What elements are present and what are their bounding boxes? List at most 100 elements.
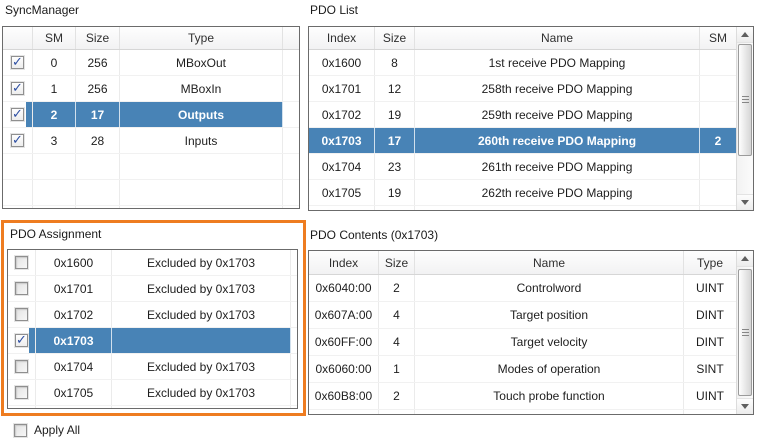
index-cell: 0x60FF:00	[309, 329, 379, 355]
pdo-list-row[interactable]: 0x1702 19 259th receive PDO Mapping	[309, 102, 736, 128]
index-cell: 0x1705	[36, 380, 112, 405]
pdo-list-row[interactable]: 0x1701 12 258th receive PDO Mapping	[309, 76, 736, 102]
pdo-list-row[interactable]: 0x1705 19 262th receive PDO Mapping	[309, 180, 736, 206]
pdo-assignment-row[interactable]: 0x1702 Excluded by 0x1703	[8, 302, 297, 328]
grip-icon	[741, 96, 749, 104]
apply-all-checkbox[interactable]	[14, 423, 27, 437]
type-cell: UINT	[696, 389, 724, 403]
pdo-0x1705-checkbox[interactable]	[15, 386, 28, 399]
size-cell: 23	[375, 154, 415, 179]
pdo-list-row-selected[interactable]: 0x1703 17 260th receive PDO Mapping 2	[309, 128, 736, 154]
sm-cell: 2	[33, 102, 76, 127]
index-cell: 0x1704	[309, 154, 375, 179]
syncmanager-row[interactable]: 0 256 MBoxOut	[3, 50, 299, 76]
sm-cell: 2	[700, 128, 736, 153]
pdo-0x1704-checkbox[interactable]	[15, 360, 28, 373]
index-column-header: Index	[309, 251, 379, 274]
filler-cell	[283, 102, 299, 127]
pdo-assignment-row[interactable]: 0x1705 Excluded by 0x1703	[8, 380, 297, 406]
index-cell: 0x1703	[309, 128, 375, 153]
index-cell: 0x1600	[36, 250, 112, 275]
pdo-assignment-row-selected[interactable]: 0x1703	[8, 328, 297, 354]
pdo-list-row[interactable]: 0x1600 8 1st receive PDO Mapping	[309, 50, 736, 76]
sm2-checkbox[interactable]	[11, 106, 24, 122]
size-cell: 17	[375, 128, 415, 153]
pdo-contents-row[interactable]: 0x60FF:00 4 Target velocity DINT	[309, 329, 736, 356]
syncmanager-row-selected[interactable]: 2 17 Outputs	[3, 102, 299, 128]
empty-row	[3, 180, 299, 206]
checkbox-cell	[3, 50, 33, 75]
size-cell: 28	[76, 128, 120, 153]
syncmanager-row[interactable]: 1 256 MBoxIn	[3, 76, 299, 102]
scroll-down-button[interactable]	[737, 398, 753, 414]
sm-cell	[700, 50, 736, 75]
pdo-contents-scrollbar[interactable]	[736, 251, 753, 414]
pdo-contents-table: Index Size Name Type 0x6040:00 2 Control…	[308, 250, 754, 415]
pdo-contents-row[interactable]: 0x6040:00 2 Controlword UINT	[309, 275, 736, 302]
filler-cell	[283, 128, 299, 153]
sm3-checkbox[interactable]	[11, 132, 24, 148]
scrollbar-thumb[interactable]	[738, 269, 752, 396]
pdo-0x1703-checkbox[interactable]	[15, 332, 28, 348]
checkbox-cell	[8, 250, 36, 275]
filler-cell	[283, 76, 299, 101]
pdo-contents-row[interactable]: 0x6060:00 1 Modes of operation SINT	[309, 356, 736, 383]
note-cell: Excluded by 0x1703	[112, 250, 291, 275]
pdo-assignment-row[interactable]: 0x1701 Excluded by 0x1703	[8, 276, 297, 302]
pdo-assignment-row[interactable]: 0x1704 Excluded by 0x1703	[8, 354, 297, 380]
pdo-0x1600-checkbox[interactable]	[15, 256, 28, 269]
pdo-contents-row[interactable]: 0x60B8:00 2 Touch probe function UINT	[309, 383, 736, 410]
type-cell: MBoxOut	[120, 50, 283, 75]
scrollbar-thumb[interactable]	[738, 44, 752, 156]
pdo-list-scrollbar[interactable]	[736, 27, 753, 210]
scroll-up-button[interactable]	[737, 27, 753, 43]
name-cell: Touch probe function	[415, 383, 684, 409]
sm-cell: 0	[33, 50, 76, 75]
scroll-down-button[interactable]	[737, 194, 753, 210]
index-cell: 0x1705	[309, 180, 375, 205]
pdo-contents-header-row: Index Size Name Type	[309, 251, 736, 275]
note-cell	[112, 328, 291, 353]
size-cell: 256	[76, 50, 120, 75]
syncmanager-title: SyncManager	[5, 3, 80, 17]
sm0-checkbox[interactable]	[11, 54, 24, 70]
sm-cell: 1	[33, 76, 76, 101]
size-column-header: Size	[375, 27, 415, 49]
checkbox-cell	[8, 276, 36, 301]
sm1-checkbox[interactable]	[11, 80, 24, 96]
size-cell: 4	[379, 329, 415, 355]
name-cell: 258th receive PDO Mapping	[415, 76, 700, 101]
pdo-assignment-table: 0x1600 Excluded by 0x1703 0x1701 Exclude…	[7, 249, 298, 409]
index-cell: 0x1701	[309, 76, 375, 101]
syncmanager-header-row: SM Size Type	[3, 27, 299, 50]
syncmanager-row[interactable]: 3 28 Inputs	[3, 128, 299, 154]
empty-row	[8, 406, 297, 408]
pdo-list-row[interactable]: 0x1704 23 261th receive PDO Mapping	[309, 154, 736, 180]
apply-all[interactable]: Apply All	[14, 423, 80, 437]
type-cell: MBoxIn	[120, 76, 283, 101]
checkbox-cell	[8, 354, 36, 379]
pdo-0x1702-checkbox[interactable]	[15, 308, 28, 321]
pdo-list-title: PDO List	[310, 3, 359, 17]
checkbox-cell	[8, 328, 36, 353]
index-cell: 0x607A:00	[309, 302, 379, 328]
triangle-down-icon	[741, 404, 749, 409]
index-cell: 0x1702	[309, 102, 375, 127]
name-cell: Target velocity	[415, 329, 684, 355]
triangle-up-icon	[741, 256, 749, 261]
name-cell: 262th receive PDO Mapping	[415, 180, 700, 205]
checkbox-cell	[8, 302, 36, 327]
index-cell: 0x1702	[36, 302, 112, 327]
name-cell: Modes of operation	[415, 356, 684, 382]
sm-cell	[700, 76, 736, 101]
filler-cell	[291, 354, 297, 379]
pdo-contents-row[interactable]: 0x607A:00 4 Target position DINT	[309, 302, 736, 329]
pdo-0x1701-checkbox[interactable]	[15, 282, 28, 295]
name-cell: 260th receive PDO Mapping	[415, 128, 700, 153]
pdo-assignment-row[interactable]: 0x1600 Excluded by 0x1703	[8, 250, 297, 276]
size-column-header: Size	[76, 27, 120, 49]
scroll-up-button[interactable]	[737, 251, 753, 267]
note-cell: Excluded by 0x1703	[112, 380, 291, 405]
name-cell: Controlword	[415, 275, 684, 301]
